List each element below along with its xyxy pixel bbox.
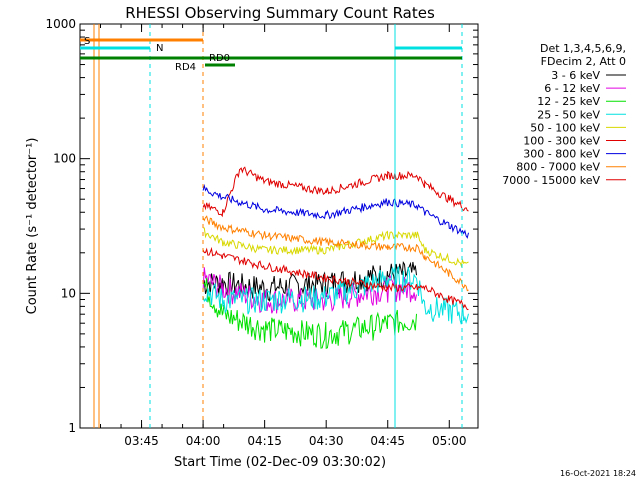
legend-label: 12 - 25 keV [537, 95, 600, 108]
annotation-label: RD0 [209, 53, 230, 64]
series-line [202, 166, 469, 218]
x-axis-label: Start Time (02-Dec-09 03:30:02) [174, 455, 386, 470]
plot-frame [79, 23, 479, 429]
series-line [202, 183, 469, 239]
legend-label: 300 - 800 keV [523, 148, 600, 161]
annotation-label: S [84, 36, 90, 47]
annotation-layer: S N RD4 RD0 [80, 24, 463, 428]
legend-label: 7000 - 15000 keV [502, 174, 600, 187]
x-tick-label: 03:45 [124, 434, 159, 448]
legend-label: 3 - 6 keV [551, 69, 600, 82]
legend-label: 100 - 300 keV [523, 135, 600, 148]
chart-title: RHESSI Observing Summary Count Rates [125, 4, 435, 22]
y-axis-label: Count Rate (s⁻¹ detector⁻¹) [25, 138, 40, 315]
series-line [202, 246, 469, 311]
legend-header-2: FDecim 2, Att 0 [541, 55, 626, 68]
y-tick-label: 100 [53, 152, 76, 166]
x-tick-label: 04:15 [247, 434, 282, 448]
series-line [202, 277, 417, 350]
y-tick-label: 10 [61, 286, 76, 300]
series-line [202, 215, 469, 292]
legend-label: 6 - 12 keV [544, 82, 600, 95]
x-tick-label: 04:00 [186, 434, 221, 448]
legend-header-1: Det 1,3,4,5,6,9, [540, 42, 626, 55]
legend: Det 1,3,4,5,6,9, FDecim 2, Att 0 3 - 6 k… [502, 42, 626, 187]
x-tick-label: 04:45 [370, 434, 405, 448]
timestamp: 16-Oct-2021 18:24 [560, 469, 636, 478]
y-tick-label: 1 [68, 421, 76, 435]
legend-label: 800 - 7000 keV [516, 161, 600, 174]
annotation-label: RD4 [175, 62, 196, 73]
x-tick-label: 05:00 [432, 434, 467, 448]
series-layer [202, 166, 469, 350]
annotation-label: N [156, 43, 163, 54]
series-line [203, 227, 469, 268]
legend-label: 25 - 50 keV [537, 108, 600, 121]
x-tick-label: 04:30 [309, 434, 344, 448]
plot-area: S N RD4 RD0 03:45 04:00 04:15 04:30 04:45 05:00 1… [45, 17, 479, 448]
legend-label: 50 - 100 keV [530, 121, 600, 134]
axis-layer: 03:45 04:00 04:15 04:30 04:45 05:00 1 10 100 1000 [45, 17, 478, 448]
series-line [202, 266, 469, 325]
y-tick-label: 1000 [45, 17, 76, 31]
